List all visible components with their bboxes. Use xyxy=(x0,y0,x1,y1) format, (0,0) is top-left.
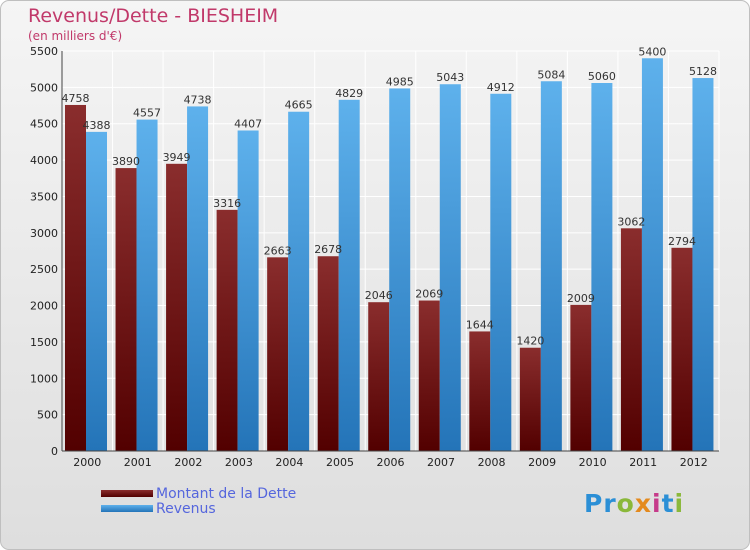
logo-letter: x xyxy=(634,489,652,518)
y-tick-label: 5000 xyxy=(30,81,58,94)
data-label-revenus: 5060 xyxy=(588,70,616,83)
data-label-dette: 2046 xyxy=(365,289,393,302)
data-label-revenus: 4665 xyxy=(285,99,313,112)
bar-revenus xyxy=(237,130,259,451)
data-label-revenus: 5400 xyxy=(638,45,666,58)
bar-dette xyxy=(418,300,440,451)
y-tick-label: 5500 xyxy=(30,45,58,58)
data-label-revenus: 5084 xyxy=(537,68,565,81)
y-tick-label: 3500 xyxy=(30,190,58,203)
x-tick-label: 2012 xyxy=(680,456,708,469)
data-label-dette: 2794 xyxy=(668,235,696,248)
bar-dette xyxy=(519,347,541,451)
x-tick-label: 2010 xyxy=(579,456,607,469)
bar-revenus xyxy=(490,93,512,451)
bar-revenus xyxy=(591,83,613,451)
bar-dette xyxy=(570,304,592,451)
bar-dette xyxy=(469,331,491,451)
legend-swatch-revenus xyxy=(101,505,153,512)
y-tick-label: 0 xyxy=(51,445,58,458)
x-tick-label: 2009 xyxy=(528,456,556,469)
x-tick-label: 2007 xyxy=(427,456,455,469)
bar-dette xyxy=(115,168,137,451)
x-tick-label: 2003 xyxy=(225,456,253,469)
data-label-dette: 3062 xyxy=(617,215,645,228)
data-label-dette: 2663 xyxy=(264,244,292,257)
y-tick-label: 4000 xyxy=(30,154,58,167)
x-tick-label: 2002 xyxy=(174,456,202,469)
data-label-revenus: 5043 xyxy=(436,71,464,84)
data-label-dette: 3316 xyxy=(213,197,241,210)
data-label-revenus: 4985 xyxy=(386,75,414,88)
x-tick-label: 2011 xyxy=(629,456,657,469)
bar-dette xyxy=(317,256,339,451)
data-label-dette: 2009 xyxy=(567,292,595,305)
logo-letter: P xyxy=(584,489,604,518)
x-tick-label: 2006 xyxy=(377,456,405,469)
data-label-dette: 3949 xyxy=(163,151,191,164)
bar-revenus xyxy=(439,84,461,452)
bar-revenus xyxy=(187,106,209,451)
y-tick-label: 1000 xyxy=(30,372,58,385)
bar-revenus xyxy=(136,119,158,451)
y-tick-label: 4500 xyxy=(30,118,58,131)
bar-dette xyxy=(368,302,390,451)
y-tick-label: 1500 xyxy=(30,336,58,349)
bar-dette xyxy=(267,257,289,451)
x-tick-label: 2004 xyxy=(275,456,303,469)
bar-dette xyxy=(671,247,693,451)
y-tick-label: 2500 xyxy=(30,263,58,276)
data-label-dette: 3890 xyxy=(112,155,140,168)
bar-revenus xyxy=(389,88,411,452)
data-label-dette: 4758 xyxy=(62,92,90,105)
bar-revenus xyxy=(641,58,663,451)
y-tick-label: 500 xyxy=(37,409,58,422)
data-label-revenus: 4557 xyxy=(133,107,161,120)
bar-revenus xyxy=(288,111,310,452)
legend-label-revenus: Revenus xyxy=(156,501,216,517)
bar-revenus xyxy=(338,99,360,452)
bar-dette xyxy=(216,209,238,451)
logo-letter: i xyxy=(674,489,685,518)
logo-letter: o xyxy=(616,489,635,518)
x-tick-label: 2001 xyxy=(124,456,152,469)
proxiti-logo: Proxiti xyxy=(584,489,684,518)
chart-subtitle: (en milliers d'€) xyxy=(28,29,123,43)
data-label-dette: 2069 xyxy=(415,288,443,301)
logo-letter: t xyxy=(661,489,675,518)
data-label-revenus: 4738 xyxy=(184,93,212,106)
data-label-revenus: 5128 xyxy=(689,65,717,78)
data-label-dette: 2678 xyxy=(314,243,342,256)
legend-label-dette: Montant de la Dette xyxy=(156,486,297,502)
chart-title: Revenus/Dette - BIESHEIM xyxy=(28,5,279,27)
data-label-dette: 1644 xyxy=(466,318,494,331)
data-label-revenus: 4829 xyxy=(335,87,363,100)
data-label-dette: 1420 xyxy=(516,335,544,348)
bar-revenus xyxy=(692,78,714,452)
bar-dette xyxy=(65,104,86,452)
bar-dette xyxy=(620,228,642,451)
legend-swatch-dette xyxy=(101,490,153,497)
x-tick-label: 2005 xyxy=(326,456,354,469)
bar-dette xyxy=(166,163,188,452)
y-tick-label: 2000 xyxy=(30,300,58,313)
x-tick-label: 2000 xyxy=(73,456,101,469)
x-tick-label: 2008 xyxy=(478,456,506,469)
y-tick-label: 3000 xyxy=(30,227,58,240)
data-label-revenus: 4388 xyxy=(83,119,111,132)
logo-letter: i xyxy=(652,489,662,518)
data-label-revenus: 4912 xyxy=(487,81,515,94)
bar-revenus xyxy=(540,81,562,451)
bar-revenus xyxy=(86,131,107,451)
logo-letter: r xyxy=(603,489,617,518)
data-label-revenus: 4407 xyxy=(234,117,262,130)
